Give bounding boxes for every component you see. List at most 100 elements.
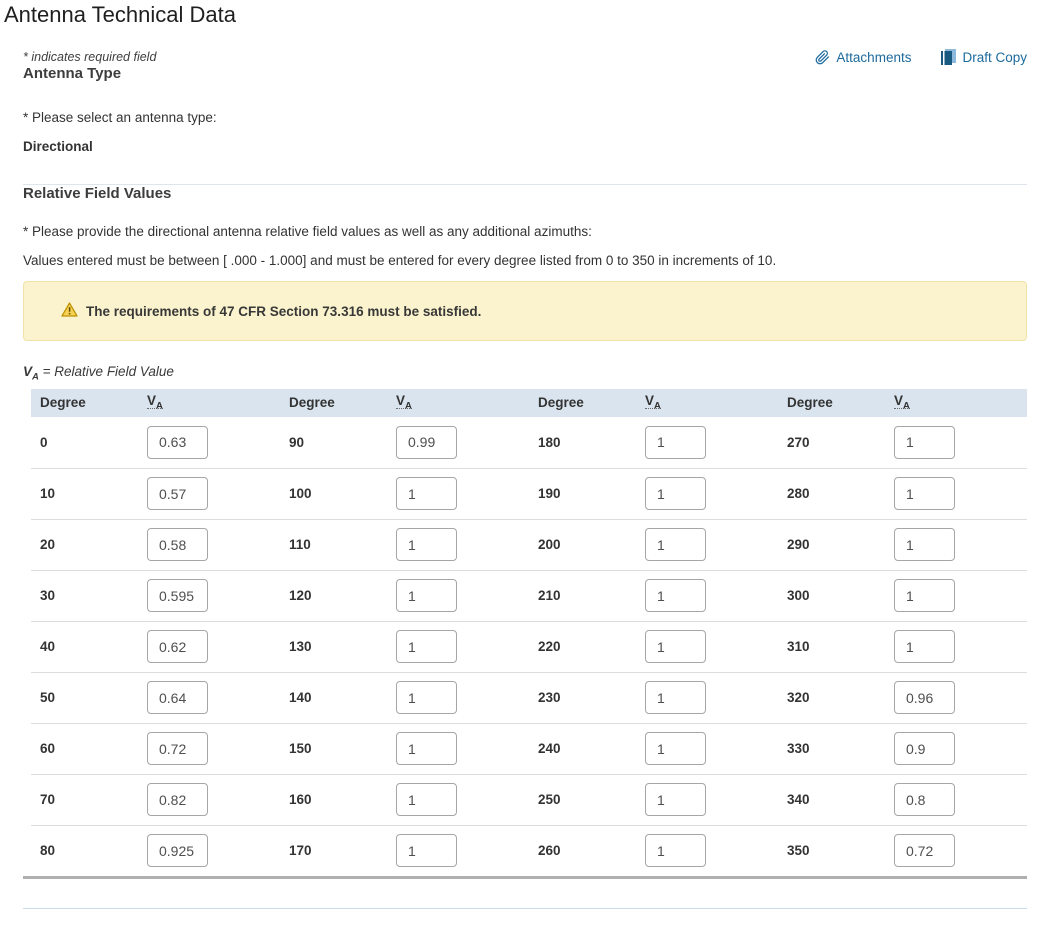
degree-value-pair: 180: [529, 425, 778, 459]
relative-field-value-input[interactable]: [147, 834, 208, 868]
relative-field-value-input[interactable]: [645, 834, 706, 868]
table-row: 10 100 190 280: [31, 467, 1027, 519]
relative-field-value-input[interactable]: [894, 630, 955, 664]
va-column-header: VA: [396, 393, 412, 413]
relative-field-value-input[interactable]: [396, 528, 457, 562]
attachments-label: Attachments: [836, 49, 912, 65]
relative-field-value-input[interactable]: [894, 477, 955, 511]
va-column-header: VA: [645, 393, 661, 413]
page-title: Antenna Technical Data: [4, 2, 236, 27]
degree-value-pair: 20: [31, 528, 280, 562]
degree-label: 300: [787, 588, 810, 604]
degree-value-pair: 50: [31, 681, 280, 715]
form-content: * indicates required field Attachments D…: [0, 49, 1053, 909]
table-row: 20 110 200 290: [31, 518, 1027, 570]
degree-value-pair: 250: [529, 783, 778, 817]
degree-value-pair: 300: [778, 579, 1027, 613]
degree-value-pair: 260: [529, 834, 778, 868]
relative-field-range-note: Values entered must be between [ .000 - …: [23, 253, 777, 268]
relative-field-value-input[interactable]: [894, 732, 955, 766]
antenna-type-value: Directional: [23, 139, 93, 154]
table-bottom-border: [23, 875, 1027, 879]
warning-text: The requirements of 47 CFR Section 73.31…: [86, 303, 482, 319]
relative-field-value-input[interactable]: [894, 579, 955, 613]
header-group: Degree VA: [778, 393, 1027, 412]
relative-field-value-input[interactable]: [894, 528, 955, 562]
relative-field-value-input[interactable]: [396, 477, 457, 511]
relative-field-value-input[interactable]: [645, 732, 706, 766]
table-header: Degree VA Degree VA Degree VA Degree VA: [31, 388, 1027, 417]
header-group: Degree VA: [280, 393, 529, 412]
relative-field-value-input[interactable]: [147, 425, 208, 459]
relative-field-value-input[interactable]: [147, 579, 208, 613]
relative-field-value-input[interactable]: [396, 681, 457, 715]
toolbar: Attachments Draft Copy: [815, 49, 1027, 65]
relative-field-value-input[interactable]: [147, 732, 208, 766]
warning-banner: The requirements of 47 CFR Section 73.31…: [23, 281, 1027, 341]
bottom-divider: [23, 907, 1027, 909]
draft-copy-link[interactable]: Draft Copy: [941, 49, 1027, 65]
degree-label: 320: [787, 690, 810, 706]
degree-label: 180: [538, 434, 561, 450]
degree-value-pair: 310: [778, 630, 1027, 664]
relative-field-value-input[interactable]: [645, 681, 706, 715]
relative-field-value-input[interactable]: [894, 681, 955, 715]
table-row: 70 160 250 340: [31, 773, 1027, 825]
degree-value-pair: 30: [31, 579, 280, 613]
va-legend: VA = Relative Field Value: [23, 364, 174, 383]
degree-value-pair: 60: [31, 732, 280, 766]
relative-field-value-input[interactable]: [645, 528, 706, 562]
degree-value-pair: 40: [31, 630, 280, 664]
degree-value-pair: 70: [31, 783, 280, 817]
relative-field-value-input[interactable]: [147, 681, 208, 715]
table-row: 30 120 210 300: [31, 569, 1027, 621]
relative-field-value-input[interactable]: [396, 630, 457, 664]
degree-label: 160: [289, 792, 312, 808]
relative-field-value-input[interactable]: [147, 528, 208, 562]
degree-label: 240: [538, 741, 561, 757]
degree-label: 110: [289, 537, 311, 553]
relative-field-heading: Relative Field Values: [23, 185, 172, 202]
warning-triangle-icon: [61, 302, 78, 320]
relative-field-value-input[interactable]: [396, 732, 457, 766]
degree-value-pair: 120: [280, 579, 529, 613]
book-icon: [941, 49, 957, 65]
relative-field-table: Degree VA Degree VA Degree VA Degree VA …: [31, 388, 1027, 876]
relative-field-value-input[interactable]: [645, 477, 706, 511]
relative-field-value-input[interactable]: [894, 783, 955, 817]
relative-field-value-input[interactable]: [147, 477, 208, 511]
degree-label: 20: [40, 537, 56, 553]
relative-field-value-input[interactable]: [645, 425, 706, 459]
relative-field-value-input[interactable]: [894, 425, 955, 459]
degree-label: 70: [40, 792, 56, 808]
degree-column-header: Degree: [538, 395, 584, 411]
relative-field-value-input[interactable]: [894, 834, 955, 868]
relative-field-value-input[interactable]: [147, 783, 208, 817]
degree-label: 330: [787, 741, 810, 757]
degree-label: 280: [787, 486, 810, 502]
table-row: 40 130 220 310: [31, 620, 1027, 672]
degree-label: 250: [538, 792, 561, 808]
degree-label: 90: [289, 434, 305, 450]
degree-label: 130: [289, 639, 312, 655]
degree-value-pair: 340: [778, 783, 1027, 817]
degree-label: 50: [40, 690, 56, 706]
attachments-link[interactable]: Attachments: [815, 50, 911, 65]
relative-field-value-input[interactable]: [396, 579, 457, 613]
draft-copy-label: Draft Copy: [962, 49, 1027, 65]
relative-field-value-input[interactable]: [396, 783, 457, 817]
degree-value-pair: 10: [31, 477, 280, 511]
relative-field-value-input[interactable]: [645, 579, 706, 613]
degree-label: 140: [289, 690, 312, 706]
degree-value-pair: 150: [280, 732, 529, 766]
relative-field-value-input[interactable]: [645, 783, 706, 817]
relative-field-value-input[interactable]: [147, 630, 208, 664]
relative-field-value-input[interactable]: [396, 834, 457, 868]
degree-value-pair: 190: [529, 477, 778, 511]
degree-label: 0: [40, 434, 48, 450]
relative-field-value-input[interactable]: [396, 425, 457, 459]
relative-field-value-input[interactable]: [645, 630, 706, 664]
degree-label: 200: [538, 537, 561, 553]
degree-column-header: Degree: [40, 395, 86, 411]
table-body: 0 90 180 270 10 100 190 280 20: [31, 417, 1027, 876]
